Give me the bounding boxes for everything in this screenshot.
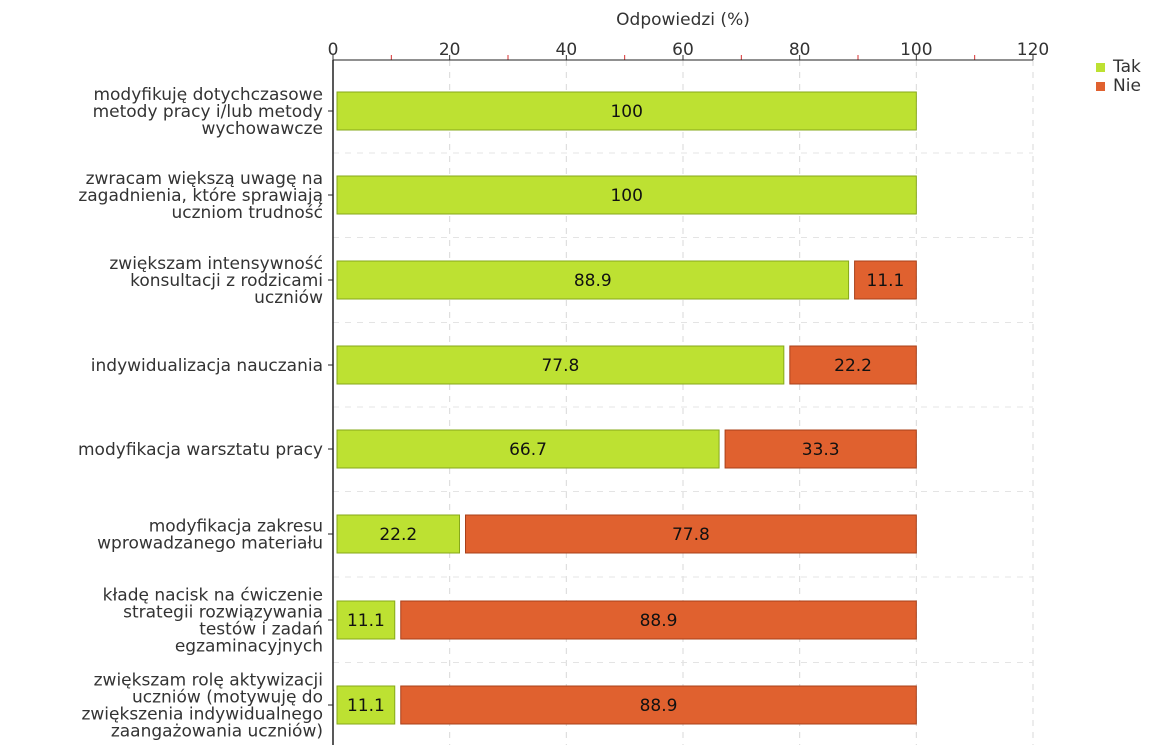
bar-value-label: 11.1 [347, 696, 385, 716]
category-label-line: modyfikacja zakresu [149, 517, 323, 537]
category-label-line: metody pracy i/lub metody [93, 102, 323, 122]
bars: 100 100 88.9 11.1 77.8 22.2 66.7 33.3 22.2 77.8 11… [336, 91, 917, 725]
bar-nie [465, 514, 917, 554]
bar-value-label: 22.2 [834, 356, 872, 376]
bar-tak [336, 429, 720, 469]
x-tick-label: 100 [900, 40, 932, 60]
x-tick-label: 60 [672, 40, 694, 60]
grid-lines [333, 60, 1034, 745]
category-label: zwracam większą uwagę na zagadnienia, któ… [78, 169, 323, 223]
category-label: modyfikacja zakresu wprowadzanego materia… [97, 517, 323, 554]
bar-value-label: 88.9 [574, 271, 612, 291]
category-labels: modyfikuję dotychczasowe metody pracy i/l… [78, 85, 323, 742]
bar-value-label: 11.1 [867, 271, 905, 291]
bar-value-label: 88.9 [640, 696, 678, 716]
x-tick-label: 40 [556, 40, 578, 60]
category-label: kładę nacisk na ćwiczenie strategii rozwi… [103, 586, 323, 657]
category-label-line: modyfikacja warsztatu pracy [78, 440, 323, 460]
category-label-line: zwracam większą uwagę na [86, 169, 323, 189]
bar-nie [724, 429, 917, 469]
bar-tak [336, 514, 460, 554]
bar-value-label: 11.1 [347, 611, 385, 631]
bar-nie [789, 345, 917, 385]
x-tick-label: 120 [1017, 40, 1049, 60]
bar-value-label: 100 [610, 186, 642, 206]
bar-value-label: 77.8 [672, 525, 710, 545]
bar-tak [336, 600, 396, 640]
x-tick-label: 20 [439, 40, 461, 60]
category-label-line: modyfikuję dotychczasowe [93, 85, 323, 105]
category-label-line: zwiększam rolę aktywizacji [94, 671, 323, 691]
bar-value-label: 22.2 [379, 525, 417, 545]
bar-tak [336, 260, 850, 300]
x-axis-title: Odpowiedzi (%) [616, 10, 750, 30]
category-label-line: uczniów (motywuję do [132, 688, 323, 708]
category-label-line: kładę nacisk na ćwiczenie [103, 586, 323, 606]
legend-swatch-nie [1096, 82, 1105, 91]
category-label-line: wychowawcze [202, 119, 323, 139]
bar-nie [400, 685, 917, 725]
legend-label-tak: Tak [1112, 57, 1141, 77]
bar-tak [336, 345, 785, 385]
bar-nie [854, 260, 917, 300]
category-label-line: konsultacji z rodzicami [130, 271, 323, 291]
category-label: zwiększam intensywność konsultacji z rodz… [109, 254, 323, 308]
category-label: indywidualizacja nauczania [91, 356, 323, 376]
category-label-line: zaangażowania uczniów) [111, 722, 323, 742]
bar-nie [400, 600, 917, 640]
category-label-line: zwiększam intensywność [109, 254, 323, 274]
category-label: modyfikuję dotychczasowe metody pracy i/l… [93, 85, 323, 139]
category-label-line: egzaminacyjnych [175, 637, 323, 657]
category-label-line: zagadnienia, które sprawiają [78, 186, 323, 206]
category-label-line: zwiększenia indywidualnego [81, 705, 323, 725]
category-label-line: strategii rozwiązywania [123, 603, 323, 623]
bar-value-label: 100 [610, 102, 642, 122]
legend-swatch-tak [1096, 63, 1105, 72]
category-label-line: uczniów [254, 288, 323, 308]
bar-tak [336, 685, 396, 725]
bar-value-label: 88.9 [640, 611, 678, 631]
category-label-line: indywidualizacja nauczania [91, 356, 323, 376]
bar-value-label: 66.7 [509, 440, 547, 460]
bar-tak [336, 91, 917, 131]
category-label-line: uczniom trudność [171, 203, 323, 223]
x-tick-label: 0 [328, 40, 339, 60]
x-tick-label: 80 [789, 40, 811, 60]
bar-tak [336, 175, 917, 215]
category-label: zwiększam rolę aktywizacji uczniów (motyw… [81, 671, 323, 742]
category-label-line: wprowadzanego materiału [97, 534, 323, 554]
bar-value-label: 77.8 [541, 356, 579, 376]
category-label: modyfikacja warsztatu pracy [78, 440, 323, 460]
bar-value-label: 33.3 [802, 440, 840, 460]
category-label-line: testów i zadań [199, 620, 323, 640]
axes: 0 20 40 60 80 100 120 [328, 40, 1049, 745]
legend-label-nie: Nie [1113, 76, 1141, 96]
